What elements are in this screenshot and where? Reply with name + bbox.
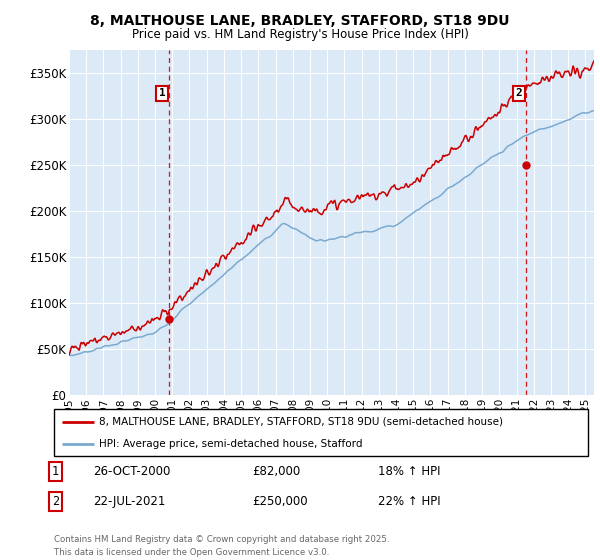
- Text: 26-OCT-2000: 26-OCT-2000: [93, 465, 170, 478]
- Text: 2: 2: [52, 494, 59, 508]
- Text: £250,000: £250,000: [252, 494, 308, 508]
- Text: Contains HM Land Registry data © Crown copyright and database right 2025.
This d: Contains HM Land Registry data © Crown c…: [54, 535, 389, 557]
- Text: 8, MALTHOUSE LANE, BRADLEY, STAFFORD, ST18 9DU (semi-detached house): 8, MALTHOUSE LANE, BRADLEY, STAFFORD, ST…: [100, 417, 503, 427]
- Text: 8, MALTHOUSE LANE, BRADLEY, STAFFORD, ST18 9DU: 8, MALTHOUSE LANE, BRADLEY, STAFFORD, ST…: [90, 14, 510, 28]
- Text: 2: 2: [515, 88, 523, 99]
- Text: 22% ↑ HPI: 22% ↑ HPI: [378, 494, 440, 508]
- Text: £82,000: £82,000: [252, 465, 300, 478]
- Text: 18% ↑ HPI: 18% ↑ HPI: [378, 465, 440, 478]
- Text: 1: 1: [159, 88, 166, 99]
- Text: Price paid vs. HM Land Registry's House Price Index (HPI): Price paid vs. HM Land Registry's House …: [131, 28, 469, 41]
- Text: HPI: Average price, semi-detached house, Stafford: HPI: Average price, semi-detached house,…: [100, 438, 363, 449]
- Text: 1: 1: [52, 465, 59, 478]
- Text: 22-JUL-2021: 22-JUL-2021: [93, 494, 166, 508]
